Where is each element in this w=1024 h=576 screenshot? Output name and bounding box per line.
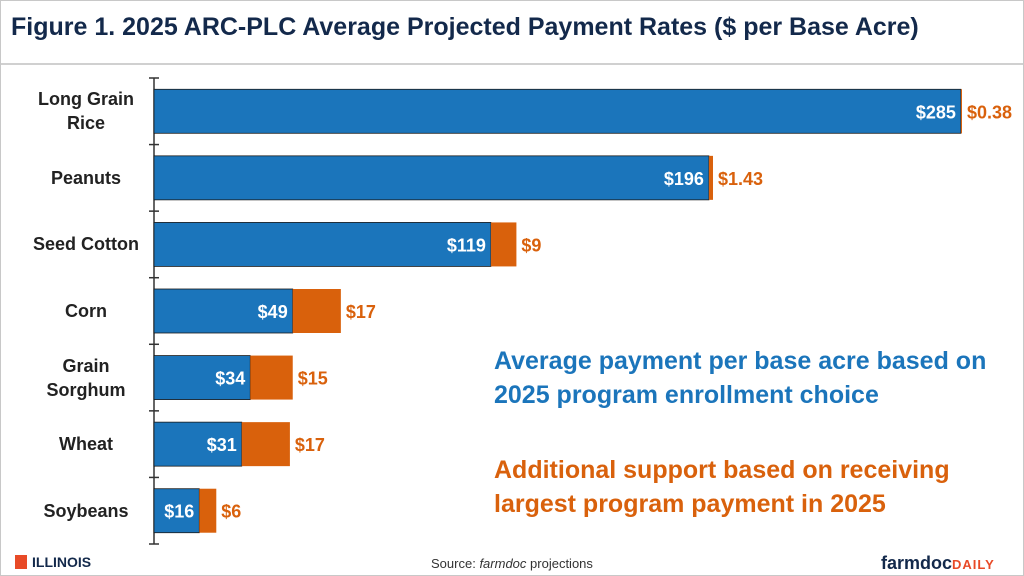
category-label: Seed Cotton: [33, 234, 139, 255]
bar-segment: [490, 222, 517, 267]
category-label: Corn: [65, 301, 107, 321]
bar-segment: [292, 289, 341, 333]
category-label: Soybeans: [43, 500, 129, 521]
bar-segment: [960, 89, 962, 134]
logo-sub: DAILY: [952, 557, 995, 572]
source-emph: farmdoc: [479, 556, 527, 571]
bar-segment: [153, 222, 492, 267]
legend-entry: Additional support based on receiving la…: [494, 456, 950, 518]
bar-segment: [241, 422, 290, 467]
value-label: $49: [258, 302, 288, 322]
value-label: $285: [916, 102, 956, 122]
bar-segment: [199, 488, 217, 533]
bar-segment: [153, 88, 962, 134]
value-label: $15: [298, 369, 328, 389]
bar-segment: [153, 155, 710, 201]
value-label: $196: [664, 169, 704, 189]
brand-text: ILLINOIS: [32, 554, 92, 570]
value-label: $6: [221, 502, 241, 522]
logo: farmdocDAILY: [881, 553, 995, 574]
bar-segment: [708, 155, 713, 200]
value-label: $17: [295, 435, 325, 455]
value-label: $17: [346, 302, 376, 322]
legend-entry: Average payment per base acre based on 2…: [494, 347, 987, 409]
bar-segment: [250, 355, 293, 400]
brand: ILLINOIS: [15, 554, 91, 570]
title-rule: [1, 63, 1023, 65]
bar-segment: [153, 288, 294, 334]
brand-icon: [15, 555, 27, 569]
category-label: Peanuts: [50, 167, 122, 188]
value-label: $9: [521, 235, 541, 255]
logo-main: farmdoc: [881, 553, 953, 573]
category-label: Long Grain Rice: [38, 89, 134, 134]
source-prefix: Source:: [431, 556, 476, 571]
bar-segment: [153, 421, 243, 467]
value-label: $34: [215, 369, 245, 389]
value-label: $1.43: [718, 169, 763, 189]
value-label: $31: [207, 435, 237, 455]
source: Source: farmdoc projections: [431, 556, 593, 571]
bar-segment: [153, 355, 251, 400]
source-suffix: projections: [530, 556, 593, 571]
chart-title: Figure 1. 2025 ARC-PLC Average Projected…: [11, 13, 919, 41]
category-label: Wheat: [59, 434, 113, 455]
value-label: $0.38: [967, 102, 1012, 122]
value-label: $16: [164, 502, 194, 522]
category-label: Grain Sorghum: [46, 355, 126, 400]
value-label: $119: [447, 235, 486, 255]
